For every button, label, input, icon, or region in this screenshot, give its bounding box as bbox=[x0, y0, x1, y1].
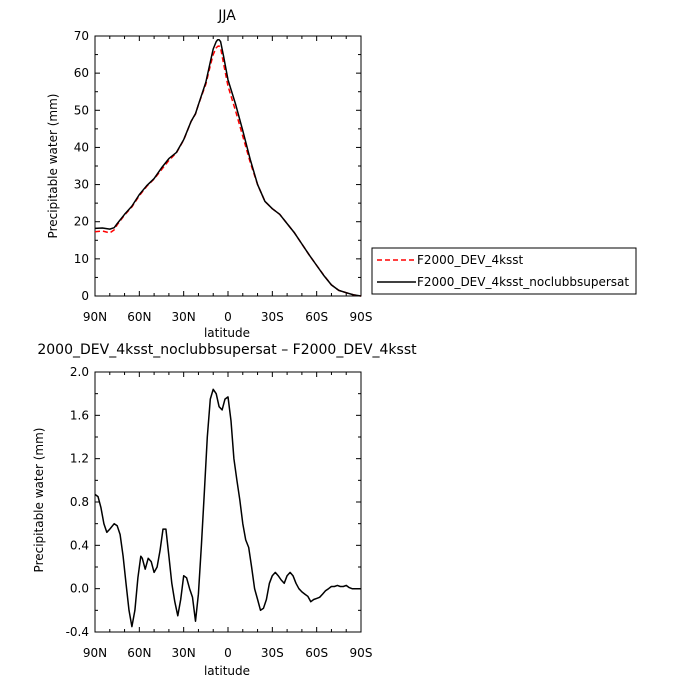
legend-label-dev4ksst: F2000_DEV_4ksst bbox=[417, 253, 524, 267]
legend-label-noclubbsupersat: F2000_DEV_4ksst_noclubbsupersat bbox=[417, 275, 629, 289]
series-line-1 bbox=[94, 388, 361, 628]
x-tick-label: 90S bbox=[350, 310, 373, 324]
y-tick-label: 10 bbox=[74, 252, 89, 266]
plot-frame bbox=[94, 371, 362, 633]
bottom-panel: 2000_DEV_4ksst_noclubbsupersat – F2000_D… bbox=[32, 342, 417, 678]
y-tick-label: 40 bbox=[74, 140, 89, 154]
y-tick-label: 1.2 bbox=[70, 452, 89, 466]
x-tick-label: 60N bbox=[127, 646, 151, 660]
x-tick-label: 90N bbox=[83, 646, 107, 660]
bottom-y-axis-label: Precipitable water (mm) bbox=[32, 428, 46, 573]
plot-frame bbox=[94, 35, 362, 297]
x-tick-label: 60S bbox=[305, 310, 328, 324]
y-tick-label: 20 bbox=[74, 215, 89, 229]
y-tick-label: 30 bbox=[74, 178, 89, 192]
y-tick-label: 0.0 bbox=[70, 582, 89, 596]
x-tick-label: 30N bbox=[172, 310, 196, 324]
y-tick-label: -0.4 bbox=[66, 625, 89, 639]
x-tick-label: 30N bbox=[172, 646, 196, 660]
x-tick-label: 30S bbox=[261, 310, 284, 324]
series-line-2 bbox=[94, 38, 362, 297]
y-tick-label: 50 bbox=[74, 103, 89, 117]
y-tick-label: 0 bbox=[81, 289, 89, 303]
legend: F2000_DEV_4ksst F2000_DEV_4ksst_noclubbs… bbox=[371, 247, 637, 295]
top-x-axis-label: latitude bbox=[204, 326, 250, 340]
y-tick-label: 2.0 bbox=[70, 365, 89, 379]
legend-box bbox=[371, 247, 637, 295]
y-tick-label: 70 bbox=[74, 29, 89, 43]
top-chart-title: JJA bbox=[217, 8, 236, 24]
x-tick-label: 90S bbox=[350, 646, 373, 660]
x-tick-label: 60N bbox=[127, 310, 151, 324]
x-tick-label: 0 bbox=[224, 646, 232, 660]
y-tick-label: 1.6 bbox=[70, 408, 89, 422]
x-tick-label: 30S bbox=[261, 646, 284, 660]
x-tick-label: 0 bbox=[224, 310, 232, 324]
y-tick-label: 0.8 bbox=[70, 495, 89, 509]
y-tick-label: 60 bbox=[74, 66, 89, 80]
y-tick-label: 0.4 bbox=[70, 538, 89, 552]
series-line-1 bbox=[94, 45, 362, 297]
bottom-chart-title: 2000_DEV_4ksst_noclubbsupersat – F2000_D… bbox=[37, 342, 417, 358]
top-y-axis-label: Precipitable water (mm) bbox=[46, 94, 60, 239]
x-tick-label: 60S bbox=[305, 646, 328, 660]
x-tick-label: 90N bbox=[83, 310, 107, 324]
top-panel: JJA 0 10 20 30 40 50 60 70 90N 60N 30N 0 30S 60S 90S l… bbox=[46, 8, 372, 340]
bottom-x-axis-label: latitude bbox=[204, 664, 250, 678]
